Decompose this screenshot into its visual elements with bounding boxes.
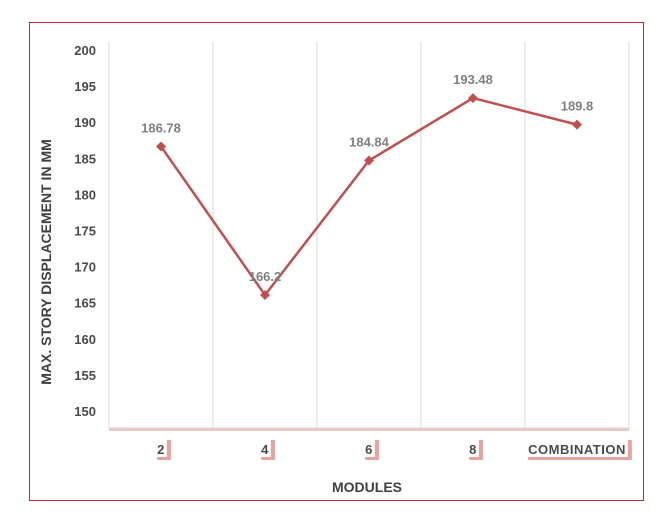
y-axis-title: MAX. STORY DISPLACEMENT IN MM <box>38 139 54 385</box>
y-axis-ticks: 150 155 160 165 170 175 180 185 190 195 200 <box>74 43 96 419</box>
y-tick-label: 195 <box>74 79 96 94</box>
y-tick-label: 180 <box>74 187 96 202</box>
data-point-marker <box>572 119 582 130</box>
y-tick-label: 150 <box>74 404 96 419</box>
y-tick-label: 190 <box>74 115 96 130</box>
gridlines <box>108 42 630 431</box>
axis-shadow <box>109 428 629 431</box>
x-tick-shadow <box>528 457 632 460</box>
data-point-marker <box>468 93 478 104</box>
y-tick-label: 155 <box>74 368 96 383</box>
x-axis-title: MODULES <box>332 479 402 495</box>
x-tick-shadow <box>478 440 483 460</box>
y-tick-label: 160 <box>74 332 96 347</box>
x-tick-label: 8 <box>469 442 477 457</box>
x-tick-shadow <box>365 457 379 460</box>
x-tick-shadow <box>627 440 632 460</box>
x-axis-ticks: 2 4 6 8 COMBINATION <box>157 440 632 460</box>
data-label: 184.84 <box>349 134 390 149</box>
data-label: 189.8 <box>561 99 594 114</box>
data-point-marker <box>364 155 374 166</box>
data-label: 166.2 <box>249 269 282 284</box>
data-point-marker <box>156 141 166 152</box>
data-point-marker <box>260 290 270 301</box>
data-label: 186.78 <box>141 120 181 135</box>
y-tick-label: 200 <box>74 43 96 58</box>
y-tick-label: 175 <box>74 224 96 239</box>
x-tick-shadow <box>261 457 275 460</box>
x-tick-shadow <box>469 457 483 460</box>
data-label: 193.48 <box>453 72 493 87</box>
x-tick-shadow <box>270 440 275 460</box>
y-tick-label: 165 <box>74 296 96 311</box>
x-tick-label: COMBINATION <box>528 442 626 457</box>
x-tick-label: 6 <box>365 442 373 457</box>
x-tick-shadow <box>157 457 171 460</box>
x-tick-shadow <box>374 440 379 460</box>
x-tick-label: 2 <box>157 442 165 457</box>
y-tick-label: 170 <box>74 260 96 275</box>
series-line <box>159 96 578 297</box>
series <box>156 93 582 301</box>
y-tick-label: 185 <box>74 151 96 166</box>
x-tick-label: 4 <box>261 442 269 457</box>
chart-frame <box>29 22 644 501</box>
x-tick-shadow <box>166 440 171 460</box>
data-labels: 186.78 166.2 184.84 193.48 189.8 <box>141 72 593 284</box>
